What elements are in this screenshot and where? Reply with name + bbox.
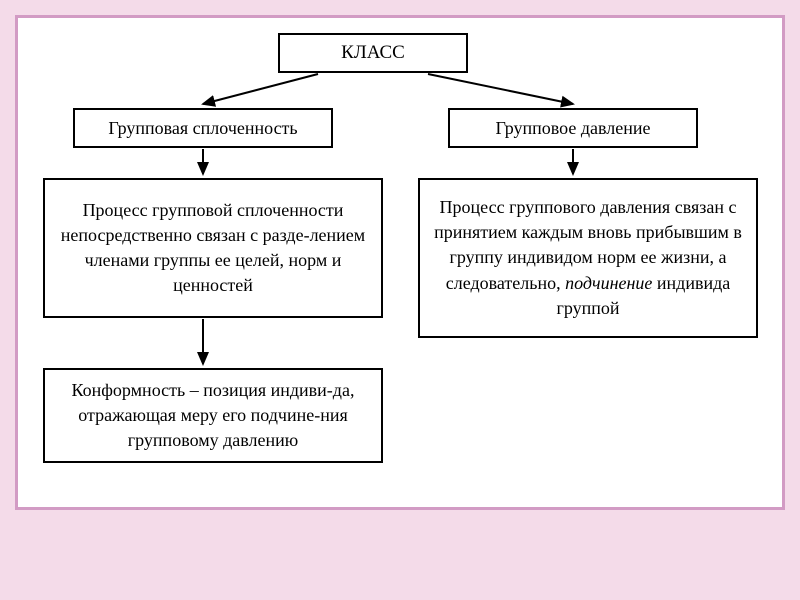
diagram-frame: КЛАСС Групповая сплоченность Групповое д…	[15, 15, 785, 510]
node-right-desc: Процесс группового давления связан с при…	[418, 178, 758, 338]
node-left-head-label: Групповая сплоченность	[108, 118, 297, 139]
node-left-desc: Процесс групповой сплоченности непосредс…	[43, 178, 383, 318]
node-left-head: Групповая сплоченность	[73, 108, 333, 148]
node-right-head: Групповое давление	[448, 108, 698, 148]
edge-root-left	[203, 74, 318, 104]
right-desc-italic: подчинение	[565, 273, 652, 293]
node-root: КЛАСС	[278, 33, 468, 73]
node-right-desc-text: Процесс группового давления связан с при…	[434, 195, 742, 321]
node-conformity: Конформность – позиция индиви-да, отража…	[43, 368, 383, 463]
diagram-content: КЛАСС Групповая сплоченность Групповое д…	[18, 18, 782, 507]
node-conformity-label: Конформность – позиция индиви-да, отража…	[59, 378, 367, 454]
node-root-label: КЛАСС	[341, 42, 405, 64]
edge-root-right	[428, 74, 573, 104]
node-right-head-label: Групповое давление	[495, 118, 650, 139]
node-left-desc-label: Процесс групповой сплоченности непосредс…	[59, 198, 367, 299]
